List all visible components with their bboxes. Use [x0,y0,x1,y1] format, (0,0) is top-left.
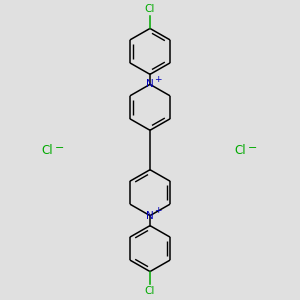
Text: −: − [248,143,257,153]
Text: Cl: Cl [42,143,53,157]
Text: +: + [154,75,162,84]
Text: −: − [55,143,64,153]
Text: Cl: Cl [145,286,155,296]
Text: N: N [146,80,154,89]
Text: +: + [154,206,162,215]
Text: Cl: Cl [145,4,155,14]
Text: N: N [146,211,154,220]
Text: Cl: Cl [235,143,247,157]
